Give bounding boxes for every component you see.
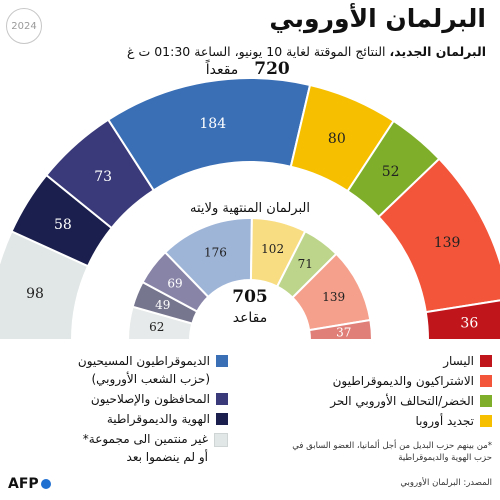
afp-logo-text: AFP xyxy=(8,476,39,492)
legend-left-item-0: الديموقراطيون المسيحيون (حزب الشعب الأورو… xyxy=(78,352,228,388)
legend-left-label2-0: (حزب الشعب الأوروبي) xyxy=(91,372,211,386)
ring0-value-label-1: 58 xyxy=(54,217,72,233)
legend-left-label-0: الديموقراطيون المسيحيون (حزب الشعب الأورو… xyxy=(77,354,211,386)
outer-total-number: 720 xyxy=(254,59,290,79)
subtitle-bold: البرلمان الجديد، xyxy=(389,44,486,59)
inner-total-number: 705 xyxy=(232,287,268,307)
source-credit: المصدر: البرلمان الأوروبي xyxy=(400,478,492,488)
legend-left-swatch-2 xyxy=(216,413,228,425)
legend-left: الديموقراطيون المسيحيون (حزب الشعب الأورو… xyxy=(78,352,228,468)
ring0-value-label-0: 98 xyxy=(26,286,44,302)
afp-logo: AFP xyxy=(8,476,51,492)
legend-left-label-1: المحافظون والإصلاحيون xyxy=(90,392,210,406)
legend-right-swatch-1 xyxy=(480,375,492,387)
hemicycle-chart: 98 58 73 184 80 52 139 36 62 49 69 176 102 71 139 37 720… xyxy=(0,59,500,341)
legend-right-label-3: تجديد أوروبا xyxy=(415,414,474,428)
legend-right: اليسار الاشتراكيون والديموقراطيون الخضر/ال… xyxy=(330,352,492,432)
outer-total-label: مقعداً xyxy=(205,59,238,78)
legend-left-item-1: المحافظون والإصلاحيون xyxy=(78,390,228,408)
ring1-value-label-3: 176 xyxy=(204,246,227,260)
ring0-value-label-6: 139 xyxy=(434,235,461,251)
legend-left-item-3: غير منتمين الى مجموعة* أو لم ينضموا بعد xyxy=(78,430,228,466)
footnote: *من بينهم حزب البديل من أجل ألمانيا، الع… xyxy=(292,441,492,463)
legend-right-item-0: اليسار xyxy=(330,352,492,370)
ring1-value-label-1: 49 xyxy=(155,298,170,312)
page-title: البرلمان الأوروبي xyxy=(269,4,486,33)
legend-right-label-1: الاشتراكيون والديموقراطيون xyxy=(332,374,474,388)
ring0-value-label-3: 184 xyxy=(199,116,226,132)
legend-right-label-2: الخضر/التحالف الأوروبي الحر xyxy=(330,394,474,408)
legend-right-swatch-2 xyxy=(480,395,492,407)
inner-total-label: مقاعد xyxy=(233,310,268,326)
ring1-value-label-5: 71 xyxy=(298,257,313,271)
legend-left-swatch-0 xyxy=(216,355,228,367)
legend-left-label-2: الهوية والديموقراطية xyxy=(106,412,210,426)
legend-left-label-3: غير منتمين الى مجموعة* أو لم ينضموا بعد xyxy=(82,432,208,464)
legend-right-swatch-3 xyxy=(480,415,492,427)
legend-right-item-1: الاشتراكيون والديموقراطيون xyxy=(330,372,492,390)
legend-left-swatch-1 xyxy=(216,393,228,405)
ring0-segment-7 xyxy=(424,299,500,341)
legend-left-label2-3: أو لم ينضموا بعد xyxy=(126,450,208,464)
ring1-value-label-2: 69 xyxy=(167,276,182,290)
ring1-value-label-4: 102 xyxy=(261,242,284,256)
ring1-segment-7 xyxy=(308,318,374,341)
inner-ring-title: البرلمان المنتهية ولايته xyxy=(190,201,310,216)
legend-left-item-2: الهوية والديموقراطية xyxy=(78,410,228,428)
subtitle-rest: النتائج الموقتة لغاية 10 يونيو، الساعة 0… xyxy=(127,44,390,59)
legend-left-swatch-3 xyxy=(214,433,228,447)
legend-right-item-3: تجديد أوروبا xyxy=(330,412,492,430)
legend-right-swatch-0 xyxy=(480,355,492,367)
ring0-value-label-4: 80 xyxy=(328,131,346,147)
ring1-value-label-6: 139 xyxy=(322,290,345,304)
ring1-value-label-0: 62 xyxy=(149,320,164,334)
year-badge: 2024 xyxy=(6,8,42,44)
legend-right-label-0: اليسار xyxy=(443,354,474,368)
ring0-segment-6 xyxy=(377,157,500,314)
ring0-value-label-2: 73 xyxy=(94,169,112,185)
ring0-value-label-7: 36 xyxy=(460,316,478,332)
subtitle: البرلمان الجديد، النتائج الموقتة لغاية 1… xyxy=(127,44,486,59)
afp-logo-dot-icon xyxy=(40,479,51,489)
ring1-value-label-7: 37 xyxy=(336,325,351,339)
ring0-value-label-5: 52 xyxy=(382,164,400,180)
legend-right-item-2: الخضر/التحالف الأوروبي الحر xyxy=(330,392,492,410)
